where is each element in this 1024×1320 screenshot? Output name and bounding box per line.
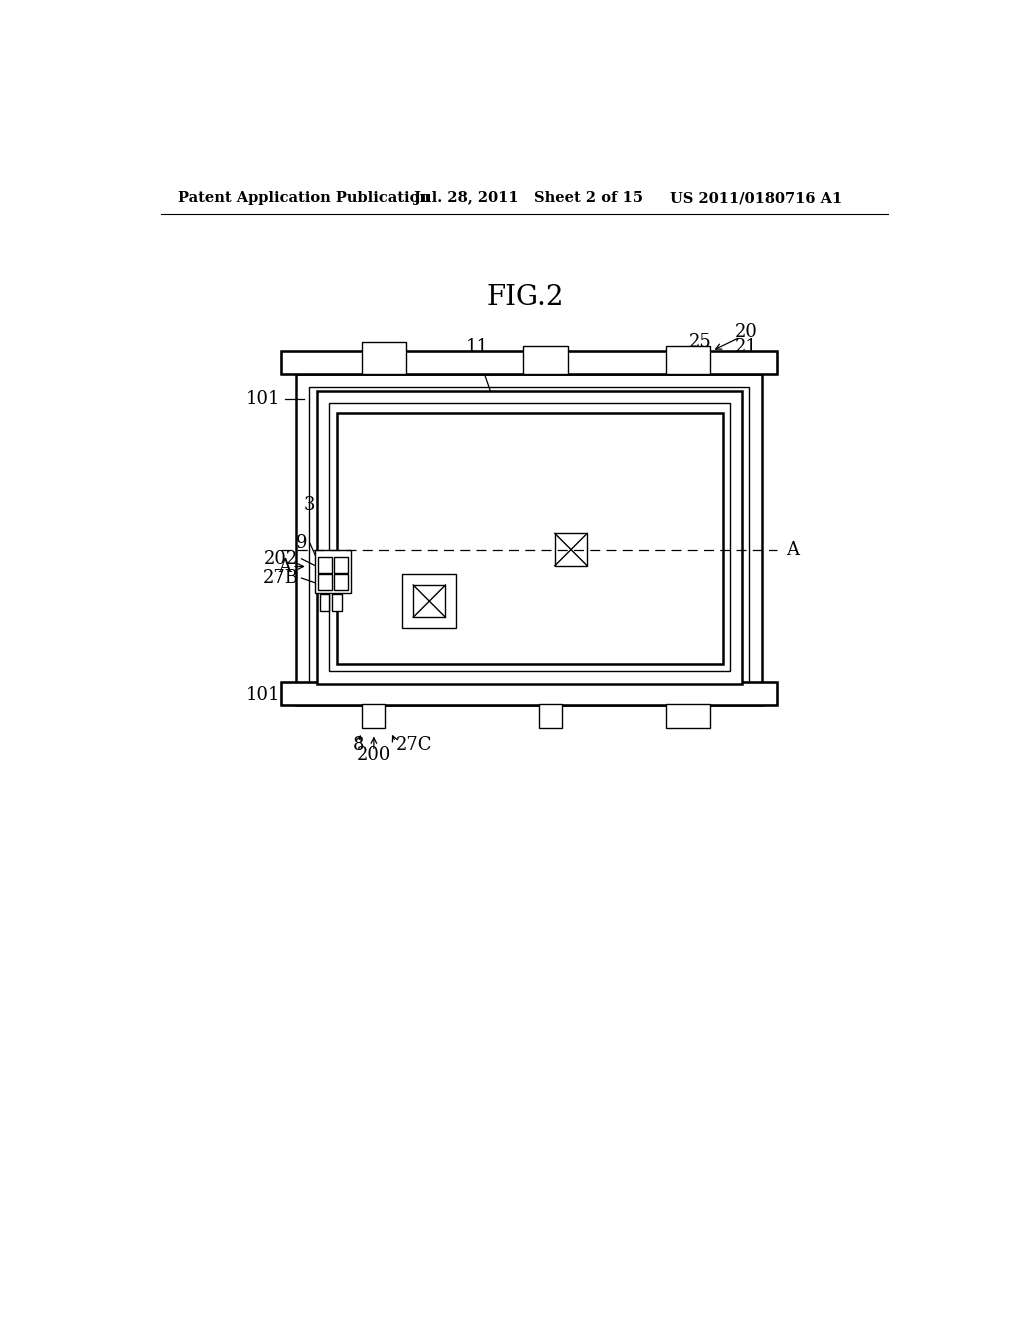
Bar bbox=[333, 594, 342, 611]
Bar bbox=[523, 346, 568, 374]
Bar bbox=[334, 557, 348, 573]
Text: A: A bbox=[278, 557, 291, 576]
Text: 25: 25 bbox=[689, 333, 712, 351]
Text: 2: 2 bbox=[392, 573, 403, 591]
Bar bbox=[402, 574, 457, 628]
Text: US 2011/0180716 A1: US 2011/0180716 A1 bbox=[670, 191, 842, 206]
Bar bbox=[539, 704, 562, 729]
Text: 9: 9 bbox=[296, 535, 307, 552]
Text: A: A bbox=[786, 541, 800, 558]
Bar bbox=[281, 682, 777, 705]
Bar bbox=[666, 346, 711, 374]
Bar bbox=[413, 585, 445, 618]
Bar bbox=[337, 413, 724, 664]
Bar bbox=[361, 342, 407, 374]
Bar bbox=[361, 704, 385, 729]
Bar bbox=[666, 704, 711, 729]
Bar bbox=[318, 557, 333, 573]
Bar bbox=[281, 351, 777, 374]
Text: FIG.2: FIG.2 bbox=[486, 284, 563, 310]
Bar bbox=[296, 374, 762, 705]
Bar bbox=[555, 533, 587, 566]
Bar bbox=[281, 682, 777, 705]
Bar bbox=[315, 549, 351, 593]
Bar bbox=[334, 574, 348, 590]
Text: 101: 101 bbox=[246, 389, 281, 408]
Text: 200: 200 bbox=[356, 746, 391, 764]
Text: Patent Application Publication: Patent Application Publication bbox=[178, 191, 430, 206]
Text: 20: 20 bbox=[735, 322, 758, 341]
Text: 21: 21 bbox=[735, 338, 758, 356]
Text: 202: 202 bbox=[264, 550, 298, 568]
Text: 13: 13 bbox=[453, 590, 475, 607]
Text: 27C: 27C bbox=[396, 737, 433, 754]
Bar bbox=[319, 594, 330, 611]
Text: 101: 101 bbox=[246, 686, 281, 704]
Bar bbox=[309, 387, 749, 692]
Text: 27B: 27B bbox=[262, 569, 298, 587]
Bar bbox=[316, 391, 742, 684]
Text: 3: 3 bbox=[304, 496, 315, 513]
Bar bbox=[318, 574, 333, 590]
Text: Jul. 28, 2011   Sheet 2 of 15: Jul. 28, 2011 Sheet 2 of 15 bbox=[414, 191, 643, 206]
Text: 8: 8 bbox=[352, 737, 365, 754]
Bar bbox=[337, 413, 724, 664]
Bar bbox=[330, 404, 730, 671]
Text: 11: 11 bbox=[466, 338, 488, 356]
Bar bbox=[281, 351, 777, 374]
